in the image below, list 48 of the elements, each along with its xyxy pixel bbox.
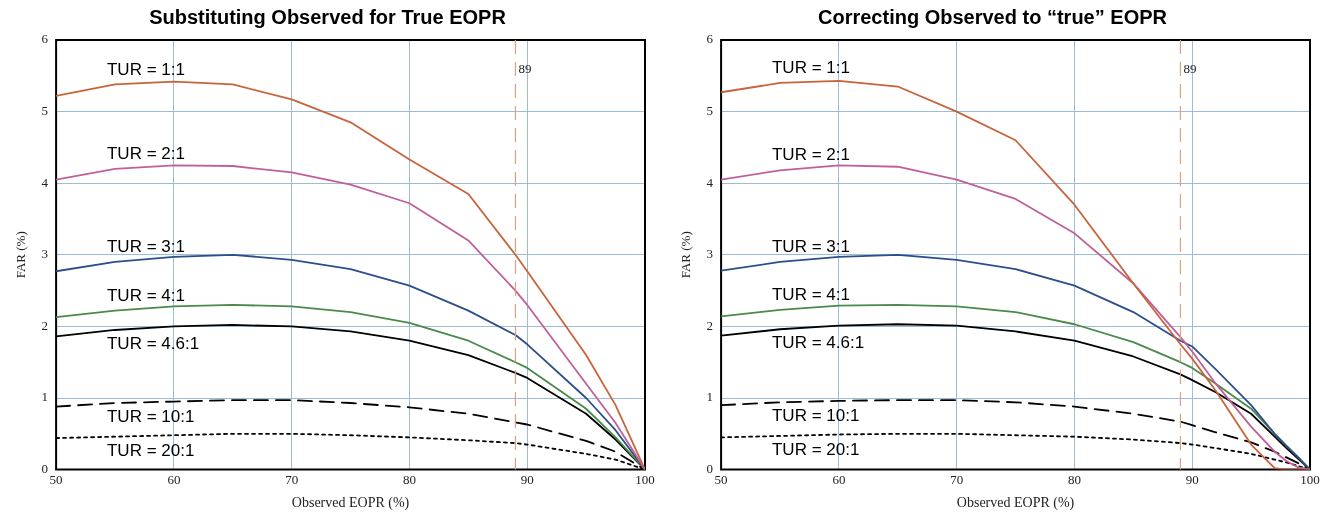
ref-line-label: 89 xyxy=(1183,61,1197,77)
y-tick-label: 6 xyxy=(706,31,714,47)
x-tick-label: 50 xyxy=(49,471,63,487)
series-label: TUR = 2:1 xyxy=(106,144,185,164)
series-label: TUR = 1:1 xyxy=(771,58,850,78)
y-axis-title: FAR (%) xyxy=(13,231,29,279)
x-tick-label: 100 xyxy=(1300,471,1320,487)
y-tick-label: 0 xyxy=(706,461,714,477)
series-label: TUR = 1:1 xyxy=(106,59,185,79)
series-label: TUR = 4.6:1 xyxy=(106,334,200,354)
y-tick-label: 3 xyxy=(706,246,714,262)
y-tick-label: 0 xyxy=(41,461,49,477)
chart-title: Correcting Observed to “true” EOPR xyxy=(818,5,1168,28)
y-tick-label: 5 xyxy=(706,103,714,119)
series-label: TUR = 20:1 xyxy=(771,440,860,460)
x-tick-label: 90 xyxy=(520,471,534,487)
x-tick-label: 90 xyxy=(1185,471,1199,487)
y-tick-label: 1 xyxy=(41,389,49,405)
series-label: TUR = 3:1 xyxy=(771,237,850,257)
y-tick-label: 5 xyxy=(41,103,49,119)
series-label: TUR = 4.6:1 xyxy=(771,333,865,353)
series-label: TUR = 2:1 xyxy=(771,145,850,165)
ref-line-label: 89 xyxy=(518,61,532,77)
x-tick-label: 60 xyxy=(167,471,181,487)
x-axis-title: Observed EOPR (%) xyxy=(291,495,410,512)
chart-title: Substituting Observed for True EOPR xyxy=(149,5,507,28)
y-tick-label: 4 xyxy=(41,174,49,190)
x-tick-label: 100 xyxy=(635,471,655,487)
series-label: TUR = 3:1 xyxy=(106,237,185,257)
y-tick-label: 6 xyxy=(41,31,49,47)
series-label: TUR = 10:1 xyxy=(771,406,860,426)
y-tick-label: 1 xyxy=(706,389,714,405)
y-tick-label: 2 xyxy=(41,317,49,333)
x-tick-label: 70 xyxy=(950,471,964,487)
series-label: TUR = 10:1 xyxy=(106,407,195,427)
series-label: TUR = 20:1 xyxy=(106,440,195,460)
y-axis-title: FAR (%) xyxy=(678,231,694,279)
series-label: TUR = 4:1 xyxy=(106,285,185,305)
y-tick-label: 2 xyxy=(706,317,714,333)
series-label: TUR = 4:1 xyxy=(771,285,850,305)
x-tick-label: 80 xyxy=(1067,471,1081,487)
x-tick-label: 60 xyxy=(832,471,846,487)
x-tick-label: 80 xyxy=(402,471,416,487)
y-tick-label: 3 xyxy=(41,246,49,262)
y-tick-label: 4 xyxy=(706,174,714,190)
x-tick-label: 70 xyxy=(285,471,299,487)
x-tick-label: 50 xyxy=(714,471,728,487)
x-axis-title: Observed EOPR (%) xyxy=(956,495,1075,512)
